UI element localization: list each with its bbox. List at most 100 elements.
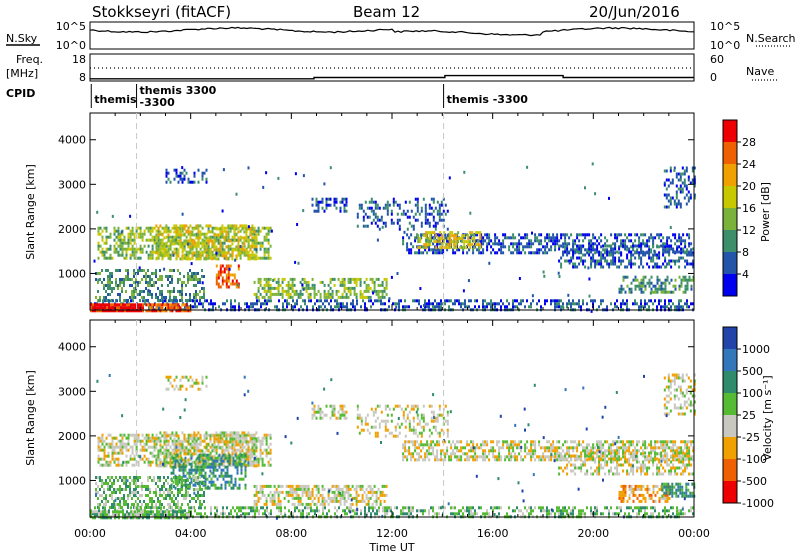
- heatmap-cell: [642, 275, 645, 279]
- heatmap-cell: [662, 305, 664, 309]
- heatmap-cell: [600, 253, 603, 257]
- heatmap-cell: [111, 445, 114, 449]
- heatmap-cell: [191, 437, 194, 441]
- heatmap-cell: [482, 305, 484, 309]
- heatmap-cell: [244, 459, 247, 463]
- heatmap-cell: [187, 299, 189, 302]
- heatmap-cell: [402, 305, 404, 309]
- heatmap-cell: [187, 250, 190, 254]
- heatmap-cell: [109, 433, 112, 437]
- heatmap-cell: [532, 299, 534, 303]
- heatmap-cell: [684, 284, 687, 288]
- heatmap-cell: [117, 238, 120, 242]
- heatmap-cell: [137, 479, 139, 482]
- heatmap-cell: [440, 200, 443, 204]
- heatmap-cell: [165, 306, 168, 310]
- heatmap-cell: [129, 232, 132, 236]
- heatmap-cell: [163, 442, 166, 446]
- heatmap-cell: [540, 248, 543, 252]
- heatmap-cell: [133, 296, 135, 299]
- heatmap-cell: [293, 283, 296, 287]
- heatmap-cell: [289, 286, 292, 290]
- heatmap-cell: [151, 244, 154, 248]
- heatmap-cell: [650, 236, 653, 240]
- heatmap-cell: [327, 203, 330, 207]
- heatmap-cell: [486, 233, 489, 237]
- heatmap-cell: [219, 436, 222, 440]
- heatmap-cell: [111, 287, 113, 290]
- heatmap-cell: [123, 281, 125, 284]
- heatmap-cell: [558, 259, 561, 263]
- heatmap-cell: [119, 299, 121, 302]
- heatmap-cell: [101, 281, 103, 284]
- heatmap-cell: [230, 480, 233, 484]
- heatmap-cell: [117, 463, 120, 467]
- heatmap-cell: [97, 232, 100, 236]
- heatmap-cell: [404, 200, 407, 204]
- heatmap-cell: [247, 433, 250, 437]
- heatmap-cell: [177, 269, 179, 272]
- heatmap-cell: [386, 209, 389, 213]
- heatmap-cell: [234, 305, 236, 309]
- heatmap-cell: [307, 283, 310, 287]
- heatmap-cell: [257, 436, 260, 440]
- heatmap-cell: [177, 461, 180, 465]
- heatmap-cell: [169, 309, 172, 313]
- heatmap-cell: [676, 259, 679, 263]
- heatmap-cell: [185, 293, 187, 296]
- heatmap-cell: [452, 251, 455, 255]
- heatmap-cell: [498, 248, 501, 252]
- heatmap-cell: [600, 233, 603, 237]
- heatmap-cell: [167, 439, 170, 443]
- heatmap-cell: [261, 439, 264, 443]
- heatmap-cell: [668, 281, 671, 285]
- heatmap-cell: [678, 250, 681, 254]
- heatmap-cell: [354, 305, 356, 309]
- heatmap-cell: [129, 253, 132, 257]
- heatmap-cell: [546, 236, 549, 240]
- heatmap-cell: [179, 293, 181, 296]
- heatmap-cell: [630, 290, 633, 294]
- heatmap-cell: [676, 245, 679, 249]
- heatmap-cell: [349, 289, 352, 293]
- heatmap-cell: [104, 306, 106, 310]
- heatmap-cell: [121, 439, 124, 443]
- heatmap-cell: [404, 305, 406, 309]
- heatmap-cell: [685, 166, 688, 170]
- heatmap-cell: [203, 434, 206, 438]
- heatmap-cell: [255, 250, 258, 254]
- heatmap-cell: [243, 253, 246, 257]
- heatmap-cell: [163, 482, 165, 485]
- heatmap-cell: [197, 442, 200, 446]
- heatmap-cell: [692, 265, 695, 269]
- heatmap-cell: [108, 309, 110, 313]
- heatmap-cell: [586, 248, 589, 252]
- heatmap-cell: [267, 247, 270, 251]
- heatmap-cell: [159, 238, 162, 242]
- heatmap-cell: [628, 287, 631, 291]
- freq-panel: Freq. [MHz] 18 8 60 0 Nave: [6, 53, 778, 84]
- heatmap-cell: [257, 256, 260, 260]
- heatmap-cell: [212, 305, 214, 309]
- heatmap-cell: [383, 295, 386, 299]
- heatmap-cell: [195, 241, 198, 245]
- heatmap-cell: [522, 299, 524, 303]
- heatmap-cell: [678, 233, 681, 237]
- heatmap-cell: [99, 244, 102, 248]
- heatmap-cell: [434, 299, 436, 303]
- heatmap-cell: [470, 233, 473, 237]
- heatmap-cell: [426, 212, 429, 216]
- heatmap-cell: [157, 244, 160, 248]
- heatmap-cell: [381, 295, 384, 299]
- heatmap-cell: [181, 293, 183, 296]
- heatmap-cell: [176, 299, 178, 303]
- heatmap-cell: [274, 305, 276, 309]
- heatmap-cell: [331, 292, 334, 296]
- heatmap-cell: [181, 247, 184, 251]
- heatmap-cell: [200, 474, 203, 478]
- heatmap-cell: [260, 305, 262, 309]
- heatmap-cell: [149, 306, 152, 310]
- heatmap-cell: [277, 277, 280, 281]
- heatmap-cell: [249, 449, 252, 453]
- heatmap-cell: [538, 242, 541, 246]
